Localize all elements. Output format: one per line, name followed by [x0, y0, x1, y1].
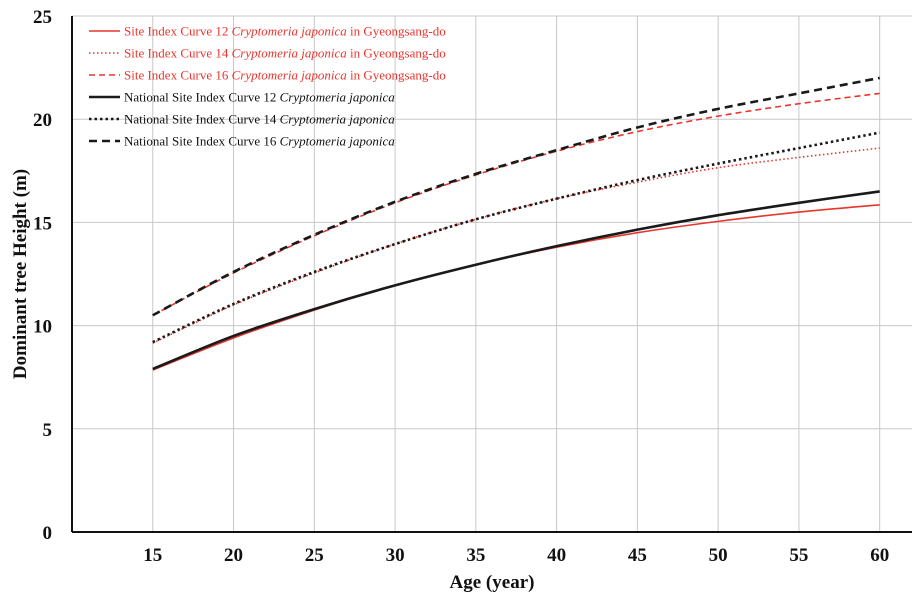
y-tick-label: 20 — [33, 110, 52, 131]
x-tick-label: 30 — [386, 545, 405, 566]
x-tick-label: 45 — [628, 545, 647, 566]
legend-label: National Site Index Curve 12 Cryptomeria… — [124, 90, 395, 105]
axes — [71, 16, 912, 533]
legend-item: National Site Index Curve 16 Cryptomeria… — [89, 134, 395, 149]
x-tick-label: 50 — [709, 545, 728, 566]
y-tick-label: 25 — [33, 7, 52, 28]
x-tick-label: 15 — [143, 545, 162, 566]
legend-item: National Site Index Curve 12 Cryptomeria… — [89, 90, 395, 105]
x-tick-label: 55 — [789, 545, 808, 566]
grid — [72, 15, 912, 532]
legend: Site Index Curve 12 Cryptomeria japonica… — [89, 24, 446, 149]
x-tick-label: 25 — [305, 545, 324, 566]
y-axis-title: Dominant tree Height (m) — [10, 169, 31, 379]
legend-item: National Site Index Curve 14 Cryptomeria… — [89, 112, 395, 127]
legend-item: Site Index Curve 16 Cryptomeria japonica… — [89, 68, 446, 83]
x-tick-label: 60 — [870, 545, 889, 566]
series-line-3 — [152, 92, 880, 316]
y-tick-label: 10 — [33, 317, 52, 338]
series-line-1 — [152, 204, 880, 371]
y-tick-label: 0 — [43, 523, 53, 544]
y-tick-label: 15 — [33, 213, 52, 234]
legend-label: National Site Index Curve 14 Cryptomeria… — [124, 112, 395, 127]
series-line-5 — [152, 131, 880, 344]
series-line-4 — [152, 190, 880, 371]
y-tick-label: 5 — [43, 420, 53, 441]
x-tick-label: 35 — [466, 545, 485, 566]
legend-label: Site Index Curve 14 Cryptomeria japonica… — [124, 46, 446, 61]
x-axis-title: Age (year) — [450, 572, 535, 593]
series-line-2 — [152, 147, 880, 344]
legend-label: Site Index Curve 16 Cryptomeria japonica… — [124, 68, 446, 83]
legend-item: Site Index Curve 14 Cryptomeria japonica… — [89, 46, 446, 61]
tick-labels: 15 20 25 30 35 40 45 50 55 60 0 5 10 15 20 25 — [33, 7, 889, 566]
series-line-6 — [152, 76, 880, 317]
series-lines — [152, 76, 880, 371]
legend-label: National Site Index Curve 16 Cryptomeria… — [124, 134, 395, 149]
legend-label: Site Index Curve 12 Cryptomeria japonica… — [124, 24, 446, 39]
x-tick-label: 40 — [547, 545, 566, 566]
legend-item: Site Index Curve 12 Cryptomeria japonica… — [89, 24, 446, 39]
x-tick-label: 20 — [224, 545, 243, 566]
